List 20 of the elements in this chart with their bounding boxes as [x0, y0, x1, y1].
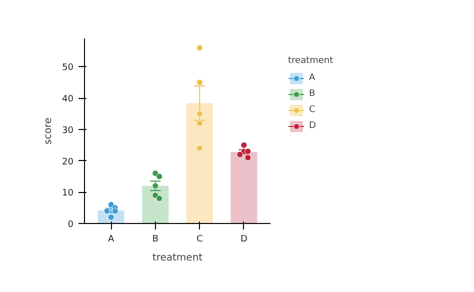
x-tick-label: C — [196, 234, 203, 244]
legend-label: C — [309, 104, 316, 116]
bar — [230, 152, 258, 224]
bar — [186, 103, 213, 224]
y-tick-label: 0 — [68, 220, 74, 230]
legend-label: B — [309, 88, 316, 100]
x-axis-title: treatment — [152, 252, 203, 264]
legend-label: D — [309, 120, 317, 132]
y-tick-label: 20 — [62, 157, 74, 168]
legend-title: treatment — [288, 56, 334, 66]
bar — [142, 186, 169, 224]
x-tick-label: D — [240, 234, 248, 244]
x-tick-label: B — [152, 234, 158, 244]
y-tick-label: 40 — [62, 94, 74, 105]
y-tick-label: 50 — [62, 63, 74, 74]
legend-label: A — [309, 72, 316, 84]
y-axis-title: score — [43, 118, 54, 144]
x-tick-label: A — [108, 234, 115, 244]
y-tick-label: 30 — [62, 126, 74, 136]
y-tick-label: 10 — [62, 188, 74, 199]
